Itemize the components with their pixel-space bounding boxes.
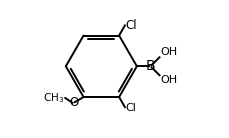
Text: O: O	[69, 96, 78, 109]
Text: OH: OH	[160, 47, 177, 57]
Text: Cl: Cl	[125, 103, 136, 113]
Text: Cl: Cl	[125, 19, 137, 32]
Text: CH$_3$: CH$_3$	[43, 91, 64, 105]
Text: B: B	[145, 59, 155, 73]
Text: OH: OH	[160, 75, 177, 85]
